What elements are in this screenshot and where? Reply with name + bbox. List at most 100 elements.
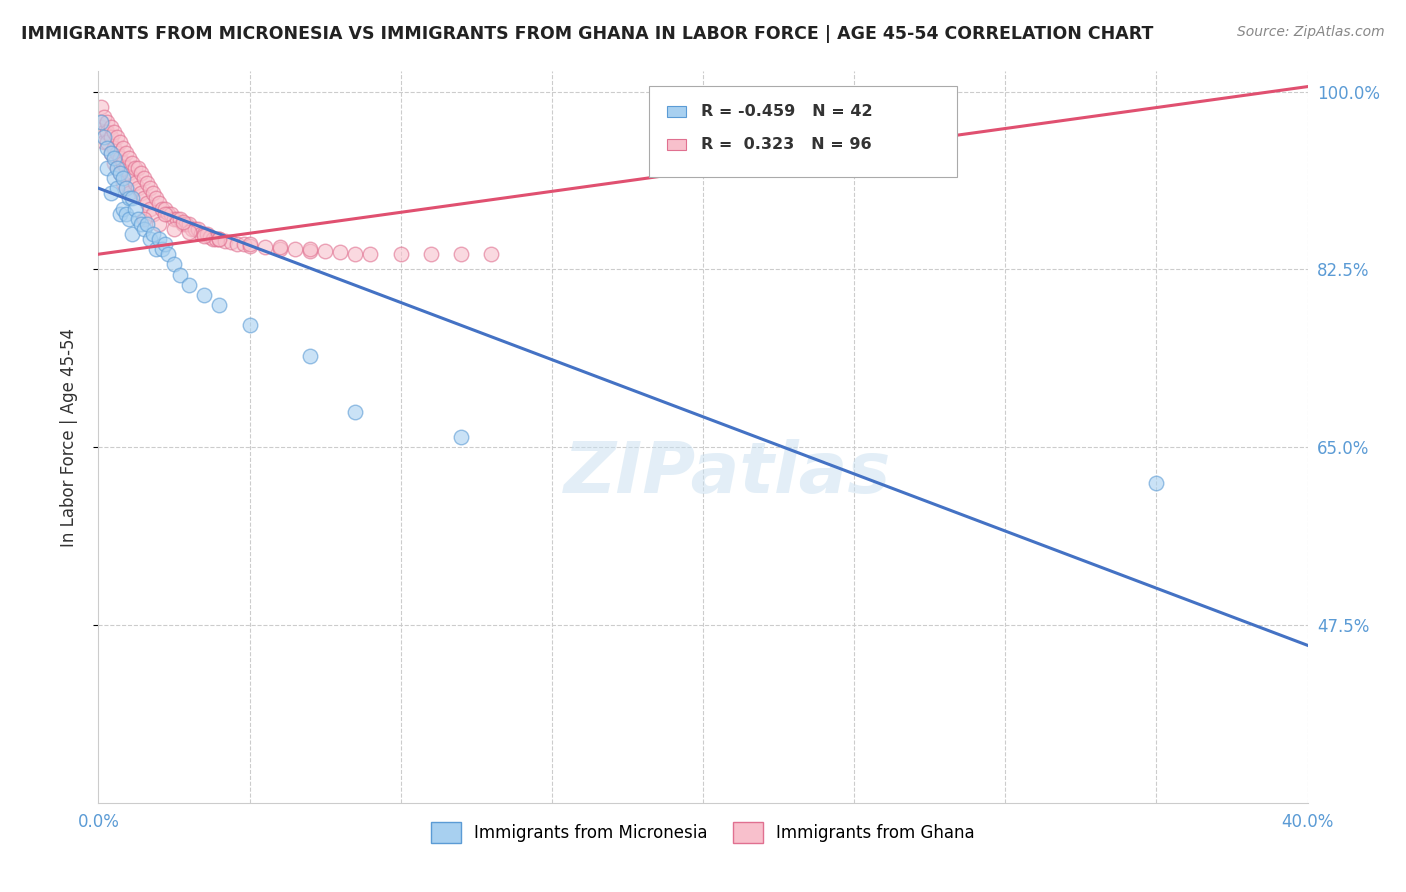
Point (124, 202, 146, 216)
Point (132, 171, 155, 186)
Point (111, 171, 134, 186)
Point (181, 222, 204, 236)
Point (90, 115, 112, 129)
Point (190, 227, 212, 241)
Point (100, 145, 122, 160)
Point (193, 288, 215, 302)
Point (114, 181, 136, 195)
Point (481, 247, 503, 261)
Point (96, 125, 118, 139)
Point (90, 120, 112, 135)
Point (239, 237, 262, 252)
Point (127, 181, 149, 195)
Point (450, 430, 472, 444)
Point (118, 191, 141, 205)
Point (118, 211, 141, 226)
Point (108, 136, 131, 150)
Point (121, 155, 143, 169)
Point (193, 227, 215, 241)
Point (139, 232, 162, 246)
Point (139, 202, 162, 216)
Point (169, 211, 191, 226)
Point (329, 245, 352, 260)
FancyBboxPatch shape (666, 106, 686, 118)
Point (135, 196, 157, 211)
Point (129, 217, 152, 231)
Point (96, 136, 118, 150)
Point (105, 130, 128, 145)
Point (100, 120, 122, 135)
Point (103, 155, 125, 169)
Point (96, 115, 118, 129)
Point (90, 100, 112, 114)
Point (163, 211, 186, 226)
Point (208, 298, 231, 312)
Point (299, 349, 322, 363)
Point (208, 232, 231, 246)
Text: IMMIGRANTS FROM MICRONESIA VS IMMIGRANTS FROM GHANA IN LABOR FORCE | AGE 45-54 C: IMMIGRANTS FROM MICRONESIA VS IMMIGRANTS… (21, 25, 1153, 43)
Point (93, 110, 115, 124)
Point (103, 140, 125, 154)
Point (93, 125, 115, 139)
Point (172, 217, 194, 231)
Point (269, 240, 291, 254)
Point (299, 242, 322, 256)
Point (200, 230, 222, 244)
Point (108, 151, 131, 165)
Point (114, 145, 136, 160)
Point (208, 232, 231, 246)
Point (121, 227, 143, 241)
Point (93, 130, 115, 145)
Point (148, 196, 170, 211)
Point (132, 211, 155, 226)
FancyBboxPatch shape (648, 86, 957, 178)
Point (132, 191, 155, 205)
Point (172, 215, 194, 229)
Point (96, 140, 118, 154)
Point (214, 234, 236, 248)
Text: ZIPatlas: ZIPatlas (564, 439, 891, 508)
Point (121, 191, 143, 205)
Text: Source: ZipAtlas.com: Source: ZipAtlas.com (1237, 25, 1385, 39)
Point (105, 161, 128, 175)
Point (420, 247, 443, 261)
Point (105, 161, 128, 175)
Point (105, 181, 128, 195)
Point (103, 125, 125, 139)
Point (344, 247, 367, 261)
Point (111, 155, 134, 169)
Point (284, 242, 307, 256)
Point (253, 240, 276, 254)
Point (269, 242, 291, 256)
Point (148, 232, 170, 246)
Point (1144, 475, 1167, 490)
Point (139, 181, 162, 195)
Point (135, 217, 157, 231)
Point (226, 237, 249, 252)
Point (127, 161, 149, 175)
Point (103, 151, 125, 165)
Point (121, 171, 143, 186)
Point (169, 268, 191, 282)
Point (90, 115, 112, 129)
Point (118, 151, 141, 165)
FancyBboxPatch shape (666, 138, 686, 151)
Point (142, 227, 165, 241)
Point (232, 237, 254, 252)
Point (127, 211, 149, 226)
Point (239, 318, 262, 333)
Point (163, 257, 186, 271)
Point (108, 206, 131, 220)
Point (153, 206, 176, 220)
Point (111, 202, 134, 216)
Point (179, 277, 201, 292)
Point (118, 166, 141, 180)
Point (344, 405, 367, 419)
Text: R = -0.459   N = 42: R = -0.459 N = 42 (700, 104, 872, 120)
Point (360, 247, 382, 261)
Point (145, 191, 167, 205)
Point (100, 130, 122, 145)
Point (314, 244, 336, 259)
Point (195, 227, 218, 241)
Y-axis label: In Labor Force | Age 45-54: In Labor Force | Age 45-54 (59, 327, 77, 547)
